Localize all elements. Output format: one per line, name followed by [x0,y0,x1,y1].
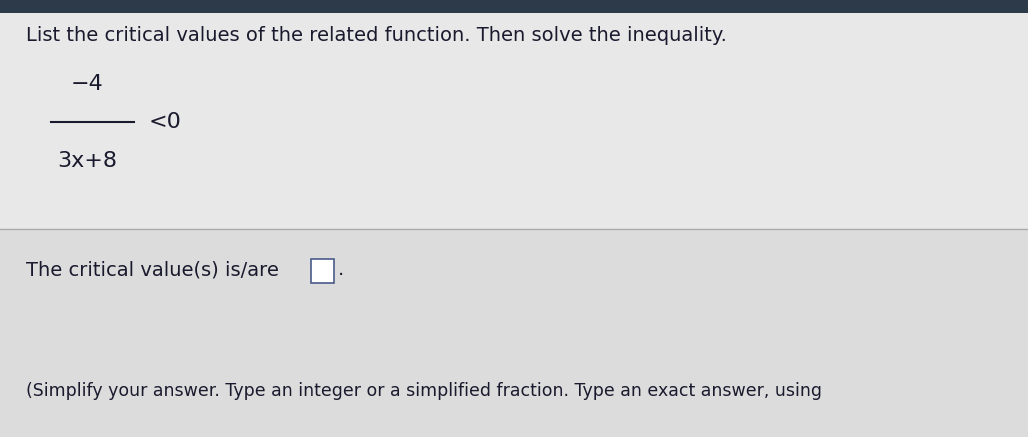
Text: <0: <0 [149,112,182,132]
Text: The critical value(s) is/are: The critical value(s) is/are [26,260,279,279]
Text: .: . [338,260,344,279]
Bar [311,259,334,283]
Text: List the critical values of the related function. Then solve the inequality.: List the critical values of the related … [26,26,727,45]
Text: 3x+8: 3x+8 [58,151,117,171]
Bar [0,229,1028,437]
Bar [0,0,1028,13]
Text: (Simplify your answer. Type an integer or a simplified fraction. Type an exact a: (Simplify your answer. Type an integer o… [26,382,821,400]
Text: −4: −4 [71,74,104,94]
